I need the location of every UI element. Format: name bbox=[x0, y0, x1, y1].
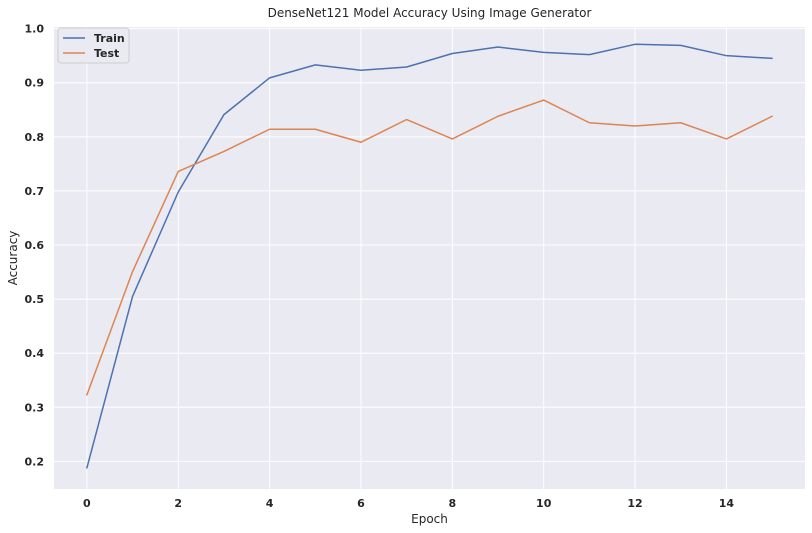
x-tick-label: 2 bbox=[174, 497, 182, 510]
plot-background bbox=[54, 27, 805, 489]
x-tick-label: 10 bbox=[536, 497, 552, 510]
legend-label-test: Test bbox=[94, 47, 119, 60]
y-axis-label: Accuracy bbox=[6, 231, 20, 286]
y-tick-label: 0.3 bbox=[25, 401, 45, 414]
legend-label-train: Train bbox=[94, 32, 125, 45]
y-tick-label: 0.4 bbox=[25, 347, 45, 360]
x-tick-labels: 0 2 4 6 8 10 12 14 bbox=[83, 497, 734, 510]
x-tick-label: 14 bbox=[719, 497, 735, 510]
x-axis-label: Epoch bbox=[411, 512, 448, 526]
y-tick-label: 0.5 bbox=[25, 293, 45, 306]
y-tick-label: 0.9 bbox=[25, 77, 45, 90]
plot-area bbox=[54, 27, 805, 489]
series-lines bbox=[86, 43, 773, 469]
chart-title: DenseNet121 Model Accuracy Using Image G… bbox=[268, 6, 592, 20]
x-tick-label: 6 bbox=[357, 497, 365, 510]
x-tick-label: 12 bbox=[627, 497, 642, 510]
x-tick-label: 4 bbox=[266, 497, 274, 510]
y-tick-label: 0.6 bbox=[25, 239, 45, 252]
y-tick-label: 0.8 bbox=[25, 131, 45, 144]
y-tick-label: 0.2 bbox=[25, 455, 45, 468]
x-tick-label: 8 bbox=[449, 497, 457, 510]
series-line-test bbox=[86, 99, 773, 396]
y-tick-label: 1.0 bbox=[25, 23, 45, 36]
y-tick-labels: 0.2 0.3 0.4 0.5 0.6 0.7 0.8 0.9 1.0 bbox=[25, 23, 45, 469]
x-gridlines bbox=[86, 27, 727, 489]
legend-frame bbox=[57, 27, 130, 64]
legend: Train Test bbox=[57, 27, 130, 64]
x-tick-label: 0 bbox=[83, 497, 91, 510]
series-line-train bbox=[86, 43, 773, 469]
y-tick-label: 0.7 bbox=[25, 185, 45, 198]
